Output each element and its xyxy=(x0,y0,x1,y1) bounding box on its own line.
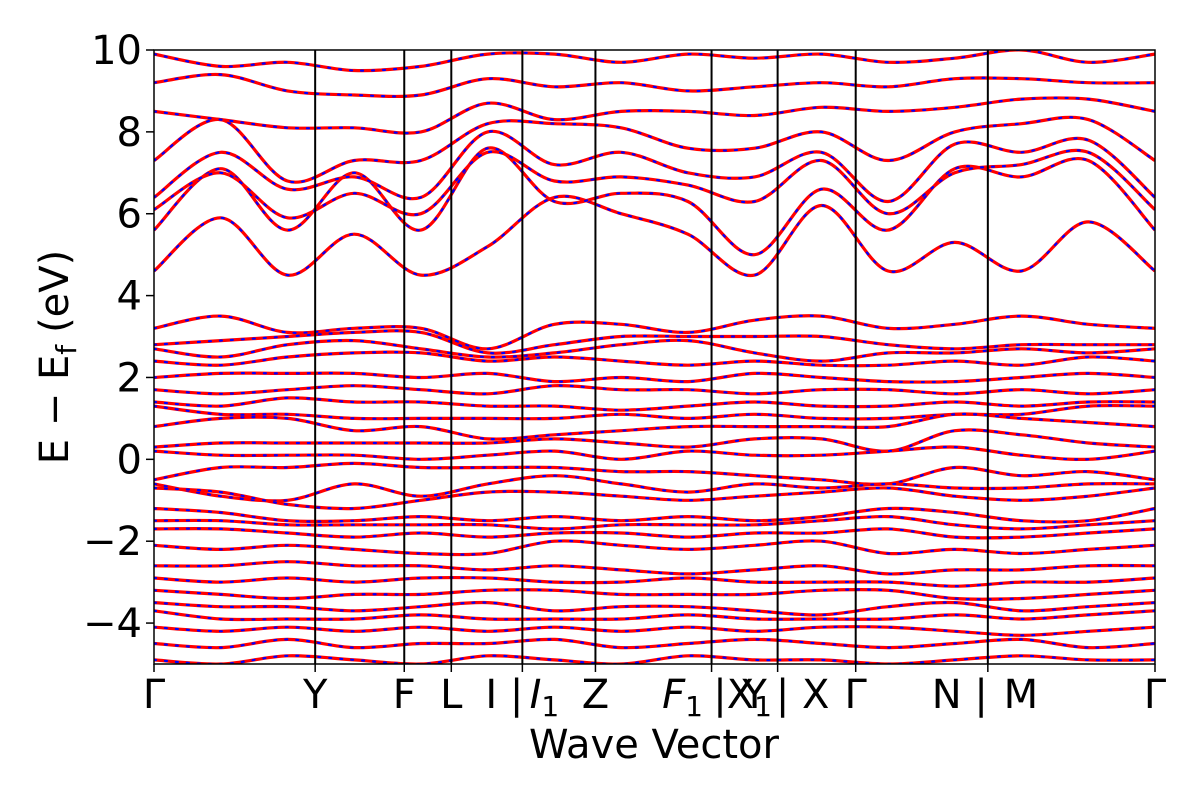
band-line-blue-4 xyxy=(154,116,1155,184)
band-line-red-26 xyxy=(154,560,1155,576)
x-tick-label-14: Γ xyxy=(1144,672,1167,718)
y-tick-label-1: −2 xyxy=(83,519,142,565)
band-line-red-25 xyxy=(154,539,1155,557)
y-axis-title-subscript: f xyxy=(50,344,83,355)
x-axis-title: Wave Vector xyxy=(529,722,780,768)
y-tick-label-4: 4 xyxy=(117,274,142,320)
y-tick-label-7: 10 xyxy=(91,28,142,74)
band-line-blue-9 xyxy=(154,329,1155,355)
band-line-red-17 xyxy=(154,428,1155,453)
band-line-red-32 xyxy=(154,637,1155,650)
y-axis-title: E − Ef (eV) xyxy=(32,250,83,465)
x-tick-label-7: F1 xyxy=(662,672,703,723)
y-axis-ticks: −4 −2 0 2 4 6 8 10 xyxy=(83,28,154,647)
band-line-red-14 xyxy=(154,396,1155,412)
x-tick-label-9: Y xyxy=(741,672,767,718)
band-line-red-22 xyxy=(154,506,1155,524)
x-tick-label-5: I1 xyxy=(530,672,560,723)
band-line-red-19 xyxy=(154,461,1155,486)
x-tick-label-6: Z xyxy=(582,672,609,718)
band-line-blue-1 xyxy=(154,147,1155,256)
x-tick-label-4: I | xyxy=(485,672,523,718)
y-axis-title-unit: (eV) xyxy=(32,250,78,333)
band-line-red-5 xyxy=(154,96,1155,135)
y-tick-label-2: 0 xyxy=(117,437,142,483)
band-line-red-10 xyxy=(154,338,1155,363)
x-tick-label-11: Γ xyxy=(845,672,868,718)
x-tick-label-12: N | xyxy=(932,672,988,718)
band-lines xyxy=(154,50,1155,664)
band-line-blue-7 xyxy=(154,50,1155,72)
x-tick-label-10: | X xyxy=(776,672,830,718)
band-line-red-12 xyxy=(154,371,1155,384)
high-symmetry-lines xyxy=(314,50,989,664)
y-tick-label-6: 8 xyxy=(117,110,142,156)
y-tick-label-0: −4 xyxy=(83,601,142,647)
band-line-blue-20 xyxy=(154,474,1155,503)
x-tick-label-0: Γ xyxy=(143,672,166,718)
band-line-red-13 xyxy=(154,384,1155,396)
band-line-blue-2 xyxy=(154,149,1155,219)
x-tick-label-8: |X1 xyxy=(713,672,772,723)
band-line-blue-6 xyxy=(154,73,1155,98)
y-axis-title-main: E − E xyxy=(32,355,78,465)
x-tick-label-1: Y xyxy=(302,672,328,718)
y-tick-label-3: 2 xyxy=(117,355,142,401)
x-tick-label-13: M xyxy=(1004,672,1039,718)
band-line-blue-17 xyxy=(154,428,1155,453)
band-line-red-0 xyxy=(154,194,1155,277)
x-tick-label-3: L xyxy=(440,672,463,718)
band-line-blue-0 xyxy=(154,195,1155,277)
plot-frame xyxy=(153,49,1156,665)
band-line-red-18 xyxy=(154,445,1155,462)
band-line-red-30 xyxy=(154,609,1155,622)
band-line-red-27 xyxy=(154,575,1155,588)
x-tick-label-2: F xyxy=(393,672,416,718)
band-line-red-33 xyxy=(154,654,1155,664)
band-line-red-28 xyxy=(154,587,1155,601)
band-line-red-1 xyxy=(154,146,1155,257)
band-line-red-29 xyxy=(154,600,1155,617)
band-line-red-11 xyxy=(154,350,1155,368)
y-tick-label-5: 6 xyxy=(117,192,142,238)
band-line-red-7 xyxy=(154,50,1155,73)
band-line-red-31 xyxy=(154,625,1155,637)
